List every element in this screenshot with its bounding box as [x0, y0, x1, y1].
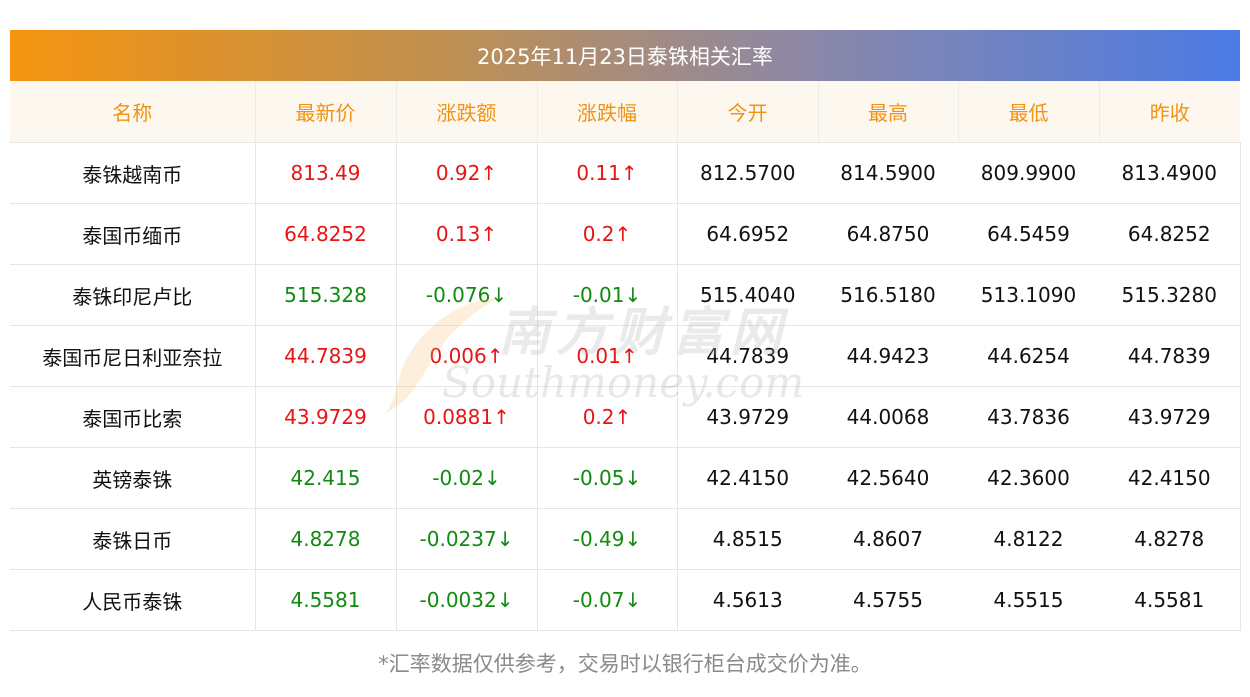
cell-latest: 43.9729	[255, 386, 397, 448]
cell-low: 42.3600	[958, 447, 1099, 509]
cell-change: 0.006↑	[396, 325, 538, 387]
table-row: 泰铢日币 4.8278 -0.0237↓ -0.49↓ 4.8515 4.860…	[10, 508, 1241, 570]
cell-change: -0.0032↓	[396, 569, 538, 631]
cell-change: 0.13↑	[396, 203, 538, 265]
cell-name: 泰国币比索	[10, 386, 256, 448]
cell-name: 英镑泰铢	[10, 447, 256, 509]
cell-open: 43.9729	[677, 386, 818, 448]
cell-latest: 4.8278	[255, 508, 397, 570]
cell-low: 4.8122	[958, 508, 1099, 570]
cell-prev-close: 43.9729	[1099, 386, 1241, 448]
cell-low: 64.5459	[958, 203, 1099, 265]
cell-name: 泰国币缅币	[10, 203, 256, 265]
cell-high: 44.9423	[818, 325, 958, 387]
cell-open: 4.8515	[677, 508, 818, 570]
cell-high: 44.0068	[818, 386, 958, 448]
cell-low: 44.6254	[958, 325, 1099, 387]
cell-change-pct: -0.05↓	[537, 447, 678, 509]
table-row: 英镑泰铢 42.415 -0.02↓ -0.05↓ 42.4150 42.564…	[10, 447, 1241, 509]
cell-change-pct: 0.11↑	[537, 142, 678, 204]
cell-change: -0.02↓	[396, 447, 538, 509]
column-header-change-pct: 涨跌幅	[537, 81, 678, 143]
cell-latest: 813.49	[255, 142, 397, 204]
cell-prev-close: 42.4150	[1099, 447, 1241, 509]
cell-prev-close: 4.5581	[1099, 569, 1241, 631]
cell-high: 814.5900	[818, 142, 958, 204]
cell-prev-close: 4.8278	[1099, 508, 1241, 570]
cell-high: 4.8607	[818, 508, 958, 570]
table-row: 泰国币尼日利亚奈拉 44.7839 0.006↑ 0.01↑ 44.7839 4…	[10, 325, 1241, 387]
cell-latest: 64.8252	[255, 203, 397, 265]
cell-change-pct: -0.01↓	[537, 264, 678, 326]
cell-low: 4.5515	[958, 569, 1099, 631]
cell-prev-close: 515.3280	[1099, 264, 1241, 326]
cell-high: 516.5180	[818, 264, 958, 326]
cell-name: 泰铢越南币	[10, 142, 256, 204]
cell-prev-close: 813.4900	[1099, 142, 1241, 204]
disclaimer-footnote: *汇率数据仅供参考，交易时以银行柜台成交价为准。	[378, 652, 872, 676]
cell-high: 42.5640	[818, 447, 958, 509]
cell-open: 4.5613	[677, 569, 818, 631]
column-header-low: 最低	[958, 81, 1100, 143]
cell-change-pct: -0.07↓	[537, 569, 678, 631]
column-header-change: 涨跌额	[396, 81, 538, 143]
exchange-rate-table: 名称 最新价 涨跌额 涨跌幅 今开 最高 最低 昨收 泰铢越南币 813.49 …	[10, 81, 1241, 631]
cell-change: 0.0881↑	[396, 386, 538, 448]
cell-low: 513.1090	[958, 264, 1099, 326]
table-row: 泰铢越南币 813.49 0.92↑ 0.11↑ 812.5700 814.59…	[10, 142, 1241, 204]
cell-name: 泰铢日币	[10, 508, 256, 570]
cell-latest: 44.7839	[255, 325, 397, 387]
cell-change-pct: -0.49↓	[537, 508, 678, 570]
cell-change-pct: 0.01↑	[537, 325, 678, 387]
cell-prev-close: 64.8252	[1099, 203, 1241, 265]
column-header-high: 最高	[818, 81, 959, 143]
cell-latest: 515.328	[255, 264, 397, 326]
table-row: 人民币泰铢 4.5581 -0.0032↓ -0.07↓ 4.5613 4.57…	[10, 569, 1241, 631]
cell-high: 4.5755	[818, 569, 958, 631]
table-row: 泰国币缅币 64.8252 0.13↑ 0.2↑ 64.6952 64.8750…	[10, 203, 1241, 265]
page-title: 2025年11月23日泰铢相关汇率	[10, 30, 1240, 81]
cell-change: -0.076↓	[396, 264, 538, 326]
table-row: 泰国币比索 43.9729 0.0881↑ 0.2↑ 43.9729 44.00…	[10, 386, 1241, 448]
column-header-latest: 最新价	[255, 81, 397, 143]
cell-low: 809.9900	[958, 142, 1099, 204]
cell-open: 44.7839	[677, 325, 818, 387]
table-header-row: 名称 最新价 涨跌额 涨跌幅 今开 最高 最低 昨收	[10, 81, 1240, 143]
cell-open: 42.4150	[677, 447, 818, 509]
cell-name: 泰国币尼日利亚奈拉	[10, 325, 256, 387]
table-row: 泰铢印尼卢比 515.328 -0.076↓ -0.01↓ 515.4040 5…	[10, 264, 1241, 326]
cell-prev-close: 44.7839	[1099, 325, 1241, 387]
cell-name: 人民币泰铢	[10, 569, 256, 631]
cell-change-pct: 0.2↑	[537, 386, 678, 448]
column-header-prev-close: 昨收	[1099, 81, 1240, 143]
cell-low: 43.7836	[958, 386, 1099, 448]
column-header-name: 名称	[10, 81, 256, 143]
cell-latest: 42.415	[255, 447, 397, 509]
cell-open: 812.5700	[677, 142, 818, 204]
cell-open: 64.6952	[677, 203, 818, 265]
cell-change-pct: 0.2↑	[537, 203, 678, 265]
cell-change: 0.92↑	[396, 142, 538, 204]
cell-change: -0.0237↓	[396, 508, 538, 570]
cell-high: 64.8750	[818, 203, 958, 265]
cell-latest: 4.5581	[255, 569, 397, 631]
cell-name: 泰铢印尼卢比	[10, 264, 256, 326]
cell-open: 515.4040	[677, 264, 818, 326]
column-header-open: 今开	[677, 81, 819, 143]
